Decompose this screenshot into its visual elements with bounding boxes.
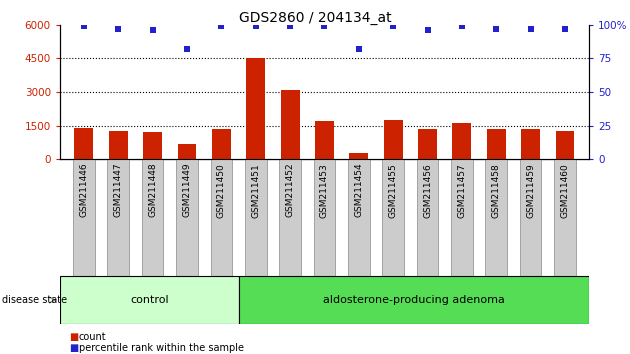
- Text: GSM211455: GSM211455: [389, 163, 398, 218]
- Bar: [74, 128, 93, 159]
- Point: [491, 26, 501, 32]
- Text: GSM211460: GSM211460: [561, 163, 570, 218]
- Bar: [212, 129, 231, 159]
- Text: GSM211457: GSM211457: [457, 163, 466, 218]
- Text: GSM211454: GSM211454: [354, 163, 364, 217]
- Point: [251, 23, 261, 29]
- FancyBboxPatch shape: [554, 159, 576, 276]
- Bar: [280, 90, 299, 159]
- FancyBboxPatch shape: [108, 159, 129, 276]
- Point: [354, 46, 364, 52]
- Bar: [521, 129, 540, 159]
- FancyBboxPatch shape: [382, 159, 404, 276]
- Text: GSM211449: GSM211449: [183, 163, 192, 217]
- Bar: [487, 129, 506, 159]
- Point: [423, 27, 433, 33]
- FancyBboxPatch shape: [245, 159, 266, 276]
- FancyBboxPatch shape: [239, 276, 589, 324]
- Text: disease state: disease state: [2, 295, 67, 305]
- Point: [285, 23, 295, 29]
- Text: GSM211451: GSM211451: [251, 163, 260, 218]
- FancyBboxPatch shape: [486, 159, 507, 276]
- Text: GSM211452: GSM211452: [285, 163, 295, 217]
- Bar: [109, 131, 128, 159]
- Text: GSM211458: GSM211458: [492, 163, 501, 218]
- FancyBboxPatch shape: [142, 159, 163, 276]
- FancyBboxPatch shape: [279, 159, 301, 276]
- Bar: [143, 132, 162, 159]
- Point: [525, 26, 536, 32]
- Bar: [418, 129, 437, 159]
- Point: [319, 23, 329, 29]
- Text: percentile rank within the sample: percentile rank within the sample: [79, 343, 244, 353]
- Text: ■: ■: [69, 332, 79, 342]
- Point: [113, 26, 123, 32]
- Text: aldosterone-producing adenoma: aldosterone-producing adenoma: [323, 295, 505, 305]
- Bar: [315, 121, 334, 159]
- FancyBboxPatch shape: [176, 159, 198, 276]
- Bar: [384, 120, 403, 159]
- Text: GSM211447: GSM211447: [114, 163, 123, 217]
- Text: GSM211456: GSM211456: [423, 163, 432, 218]
- FancyBboxPatch shape: [416, 159, 438, 276]
- FancyBboxPatch shape: [210, 159, 232, 276]
- Point: [457, 23, 467, 29]
- Bar: [556, 131, 575, 159]
- Text: GSM211450: GSM211450: [217, 163, 226, 218]
- Text: GSM211446: GSM211446: [79, 163, 88, 217]
- FancyBboxPatch shape: [314, 159, 335, 276]
- Point: [216, 23, 226, 29]
- FancyBboxPatch shape: [348, 159, 370, 276]
- Text: ■: ■: [69, 343, 79, 353]
- FancyBboxPatch shape: [73, 159, 94, 276]
- Text: GSM211453: GSM211453: [320, 163, 329, 218]
- Point: [388, 23, 398, 29]
- Point: [182, 46, 192, 52]
- Bar: [246, 58, 265, 159]
- FancyBboxPatch shape: [451, 159, 472, 276]
- Text: GDS2860 / 204134_at: GDS2860 / 204134_at: [239, 11, 391, 25]
- Bar: [350, 153, 369, 159]
- Bar: [178, 144, 197, 159]
- Text: control: control: [130, 295, 168, 305]
- Point: [147, 27, 158, 33]
- Text: count: count: [79, 332, 106, 342]
- FancyBboxPatch shape: [520, 159, 541, 276]
- Text: GSM211448: GSM211448: [148, 163, 157, 217]
- Text: GSM211459: GSM211459: [526, 163, 535, 218]
- Point: [79, 23, 89, 29]
- Point: [560, 26, 570, 32]
- FancyBboxPatch shape: [60, 276, 239, 324]
- Bar: [452, 124, 471, 159]
